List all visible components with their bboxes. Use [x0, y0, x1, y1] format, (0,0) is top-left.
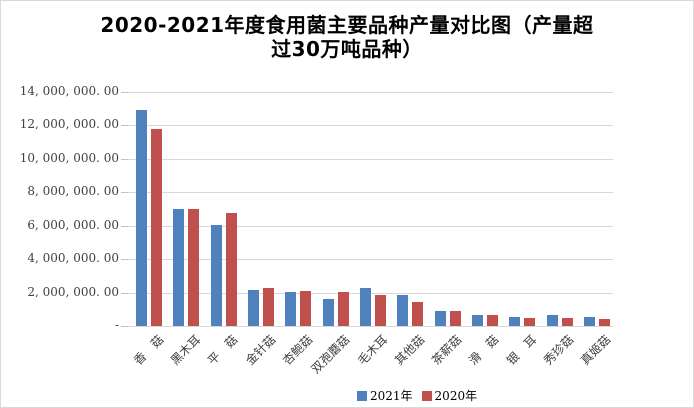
bar-2020 — [486, 315, 498, 326]
gridline — [128, 158, 613, 160]
bar-group — [576, 92, 613, 326]
gridline — [128, 326, 613, 327]
y-axis-tick — [121, 292, 128, 294]
y-axis-tick — [121, 125, 128, 127]
gridline — [128, 259, 613, 261]
bar-group — [538, 92, 575, 326]
bar-2020 — [188, 209, 200, 326]
y-axis-tick — [121, 192, 128, 194]
y-axis-tick — [121, 225, 128, 227]
legend-label: 2021年 — [370, 389, 413, 403]
bar-2020 — [225, 213, 237, 326]
x-axis-label: 平 菇 — [205, 332, 241, 368]
x-axis-label: 其他菇 — [391, 332, 428, 368]
bar-2020 — [524, 318, 536, 326]
bar-2021 — [248, 290, 260, 326]
bar-2020 — [561, 318, 573, 326]
gridline — [128, 92, 613, 93]
gridline — [128, 192, 613, 194]
bar-group — [501, 92, 538, 326]
bar-2020 — [337, 292, 349, 326]
bar-group — [128, 92, 165, 326]
bar-2021 — [434, 311, 446, 326]
bar-group — [389, 92, 426, 326]
bar-group — [315, 92, 352, 326]
bar-2021 — [136, 110, 148, 326]
bar-group — [240, 92, 277, 326]
y-axis-label: 4, 000, 000. 00 — [27, 251, 119, 266]
bar-2021 — [285, 292, 297, 326]
bar-group — [203, 92, 240, 326]
x-axis-label: 银 耳 — [503, 332, 540, 368]
x-axis-label: 茶薪菇 — [429, 332, 465, 368]
y-axis-label: 6, 000, 000. 00 — [27, 217, 119, 232]
x-axis-label: 双孢蘑菇 — [308, 332, 353, 377]
x-axis-label: 香 菇 — [130, 332, 166, 368]
y-axis-label: 10, 000, 000. 00 — [19, 150, 119, 165]
x-axis-label: 毛木耳 — [354, 332, 390, 368]
x-axis-label: 真姬菇 — [578, 332, 614, 368]
bar-group — [352, 92, 389, 326]
bar-group — [464, 92, 501, 326]
bar-2021 — [397, 295, 409, 326]
y-axis-label: - — [114, 318, 119, 332]
y-axis-tick — [121, 92, 128, 93]
bar-2020 — [263, 288, 275, 326]
y-axis-label: 2, 000, 000. 00 — [27, 284, 119, 299]
y-axis-tick — [121, 158, 128, 160]
legend-label: 2020年 — [434, 389, 478, 403]
legend-swatch-2021-icon — [357, 390, 367, 401]
bar-2021 — [583, 317, 595, 326]
x-axis-label: 秀珍菇 — [540, 332, 577, 368]
chart-title-line1: 2020-2021年度食用菌主要品种产量对比图（产量超 — [100, 13, 594, 37]
bar-2021 — [471, 315, 483, 326]
bar-2021 — [509, 317, 521, 326]
y-axis-tick — [121, 259, 128, 261]
bar-2020 — [449, 311, 461, 326]
legend-item-2021: 2021年 — [357, 387, 413, 404]
gridline — [128, 225, 613, 227]
y-axis-label: 12, 000, 000. 00 — [19, 117, 119, 132]
bar-2021 — [210, 225, 222, 326]
chart-title: 2020-2021年度食用菌主要品种产量对比图（产量超 过30万吨品种） — [1, 13, 693, 61]
legend-item-2020: 2020年 — [421, 387, 478, 404]
x-axis-label: 滑 菇 — [466, 332, 502, 368]
bar-2020 — [151, 129, 163, 326]
bar-2020 — [300, 291, 312, 326]
bar-2020 — [412, 302, 424, 326]
x-axis-label: 金针菇 — [242, 332, 278, 368]
bar-2021 — [173, 209, 185, 326]
plot-area — [128, 92, 613, 326]
bar-2021 — [546, 315, 558, 326]
bar-2021 — [322, 299, 334, 326]
chart-title-line2: 过30万吨品种） — [271, 37, 423, 61]
bar-group — [277, 92, 314, 326]
legend: 2021年 2020年 — [357, 387, 477, 404]
bar-2020 — [598, 319, 610, 326]
bar-2020 — [375, 295, 387, 326]
gridline — [128, 125, 613, 127]
y-axis-label: 14, 000, 000. 00 — [19, 84, 119, 98]
bar-2021 — [360, 288, 372, 326]
legend-swatch-2020-icon — [421, 390, 432, 401]
y-axis-tick — [121, 326, 128, 327]
y-axis-label: 8, 000, 000. 00 — [27, 184, 119, 199]
bar-group — [427, 92, 464, 326]
bar-group — [165, 92, 202, 326]
x-axis-label: 黑木耳 — [167, 332, 204, 368]
